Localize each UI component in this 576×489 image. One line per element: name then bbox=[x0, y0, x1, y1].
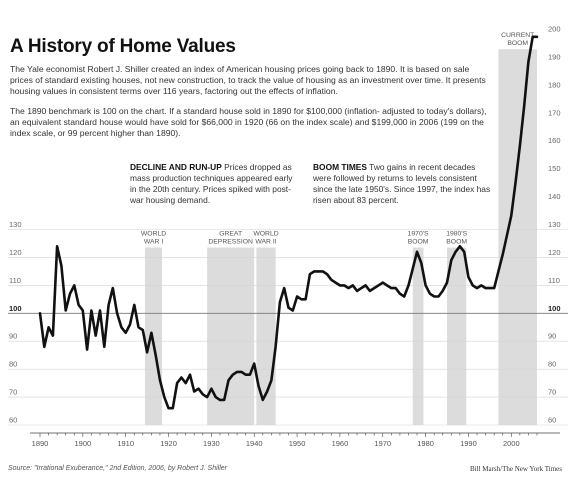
left-y-tick-3: 90 bbox=[9, 332, 17, 341]
event-label-2-0: WORLD bbox=[253, 231, 278, 238]
right-y-tick-10: 160 bbox=[548, 136, 561, 145]
x-tick-label-5: 1940 bbox=[246, 439, 263, 448]
source-note: Source: "Irrational Exuberance," 2nd Edi… bbox=[8, 465, 227, 472]
right-y-tick-3: 90 bbox=[548, 332, 556, 341]
intro-text: The Yale economist Robert J. Shiller cre… bbox=[10, 64, 488, 147]
event-label-0-1: WAR I bbox=[144, 239, 163, 246]
event-label-5-1: BOOM bbox=[507, 40, 528, 47]
x-tick-label-10: 1990 bbox=[460, 439, 477, 448]
series-line-home-index bbox=[38, 35, 539, 410]
right-y-tick-0: 60 bbox=[548, 416, 556, 425]
boom-note-text: Two gains in recent decades were followe… bbox=[313, 162, 491, 205]
left-y-tick-0: 60 bbox=[9, 416, 17, 425]
right-y-tick-4: 100 bbox=[548, 304, 561, 313]
event-label-5-0: CURRENT bbox=[501, 32, 534, 39]
event-label-3-1: BOOM bbox=[408, 239, 429, 246]
credit: Bill Marsh/The New York Times bbox=[470, 465, 562, 473]
left-y-tick-6: 120 bbox=[9, 248, 22, 257]
x-tick-label-3: 1920 bbox=[160, 439, 177, 448]
left-y-tick-2: 80 bbox=[9, 360, 17, 369]
event-band-5 bbox=[498, 49, 537, 425]
event-label-1-1: DEPRESSION bbox=[208, 239, 253, 246]
event-band-2 bbox=[256, 247, 276, 425]
right-y-tick-9: 150 bbox=[548, 164, 561, 173]
event-band-0 bbox=[144, 247, 163, 425]
page-title: A History of Home Values bbox=[10, 36, 236, 57]
intro-paragraph-1: The Yale economist Robert J. Shiller cre… bbox=[10, 64, 486, 97]
decline-note-head: DECLINE AND RUN-UP bbox=[130, 162, 222, 172]
x-tick-label-11: 2000 bbox=[503, 439, 520, 448]
right-y-tick-11: 170 bbox=[548, 108, 561, 117]
right-y-tick-1: 70 bbox=[548, 388, 556, 397]
x-tick-label-0: 1890 bbox=[32, 439, 49, 448]
left-y-tick-4: 100 bbox=[9, 304, 22, 313]
right-y-tick-8: 140 bbox=[548, 192, 561, 201]
right-y-tick-2: 80 bbox=[548, 360, 556, 369]
x-tick-label-6: 1950 bbox=[289, 439, 306, 448]
event-band-4 bbox=[447, 247, 467, 425]
x-tick-label-8: 1970 bbox=[374, 439, 391, 448]
decline-note: DECLINE AND RUN-UP Prices dropped as mas… bbox=[130, 162, 300, 206]
event-label-3-0: 1970'S bbox=[408, 231, 429, 238]
right-y-tick-6: 120 bbox=[548, 248, 561, 257]
decline-note-text: Prices dropped as mass production techni… bbox=[130, 162, 293, 205]
event-label-1-0: GREAT bbox=[219, 231, 242, 238]
left-y-tick-7: 130 bbox=[9, 220, 22, 229]
event-label-4-0: 1980'S bbox=[446, 231, 467, 238]
left-y-tick-1: 70 bbox=[9, 388, 17, 397]
right-y-tick-13: 190 bbox=[548, 52, 561, 61]
intro-paragraph-2: The 1890 benchmark is 100 on the chart. … bbox=[10, 105, 487, 139]
event-band-1 bbox=[207, 247, 255, 425]
x-tick-label-4: 1930 bbox=[203, 439, 220, 448]
right-y-tick-14: 200 bbox=[548, 25, 561, 34]
boom-note: BOOM TIMES Two gains in recent decades w… bbox=[313, 162, 493, 206]
right-y-tick-5: 110 bbox=[548, 276, 560, 285]
x-tick-label-1: 1900 bbox=[75, 439, 92, 448]
event-band-3 bbox=[412, 247, 424, 425]
x-tick-label-9: 1980 bbox=[417, 439, 434, 448]
x-tick-label-7: 1960 bbox=[332, 439, 349, 448]
boom-note-head: BOOM TIMES bbox=[313, 162, 367, 172]
right-y-tick-7: 130 bbox=[548, 220, 561, 229]
x-tick-label-2: 1910 bbox=[117, 439, 134, 448]
event-label-2-1: WAR II bbox=[255, 239, 276, 246]
left-y-tick-5: 110 bbox=[9, 276, 21, 285]
event-label-0-0: WORLD bbox=[141, 231, 166, 238]
event-label-4-1: BOOM bbox=[446, 239, 467, 246]
right-y-tick-12: 180 bbox=[548, 80, 561, 89]
